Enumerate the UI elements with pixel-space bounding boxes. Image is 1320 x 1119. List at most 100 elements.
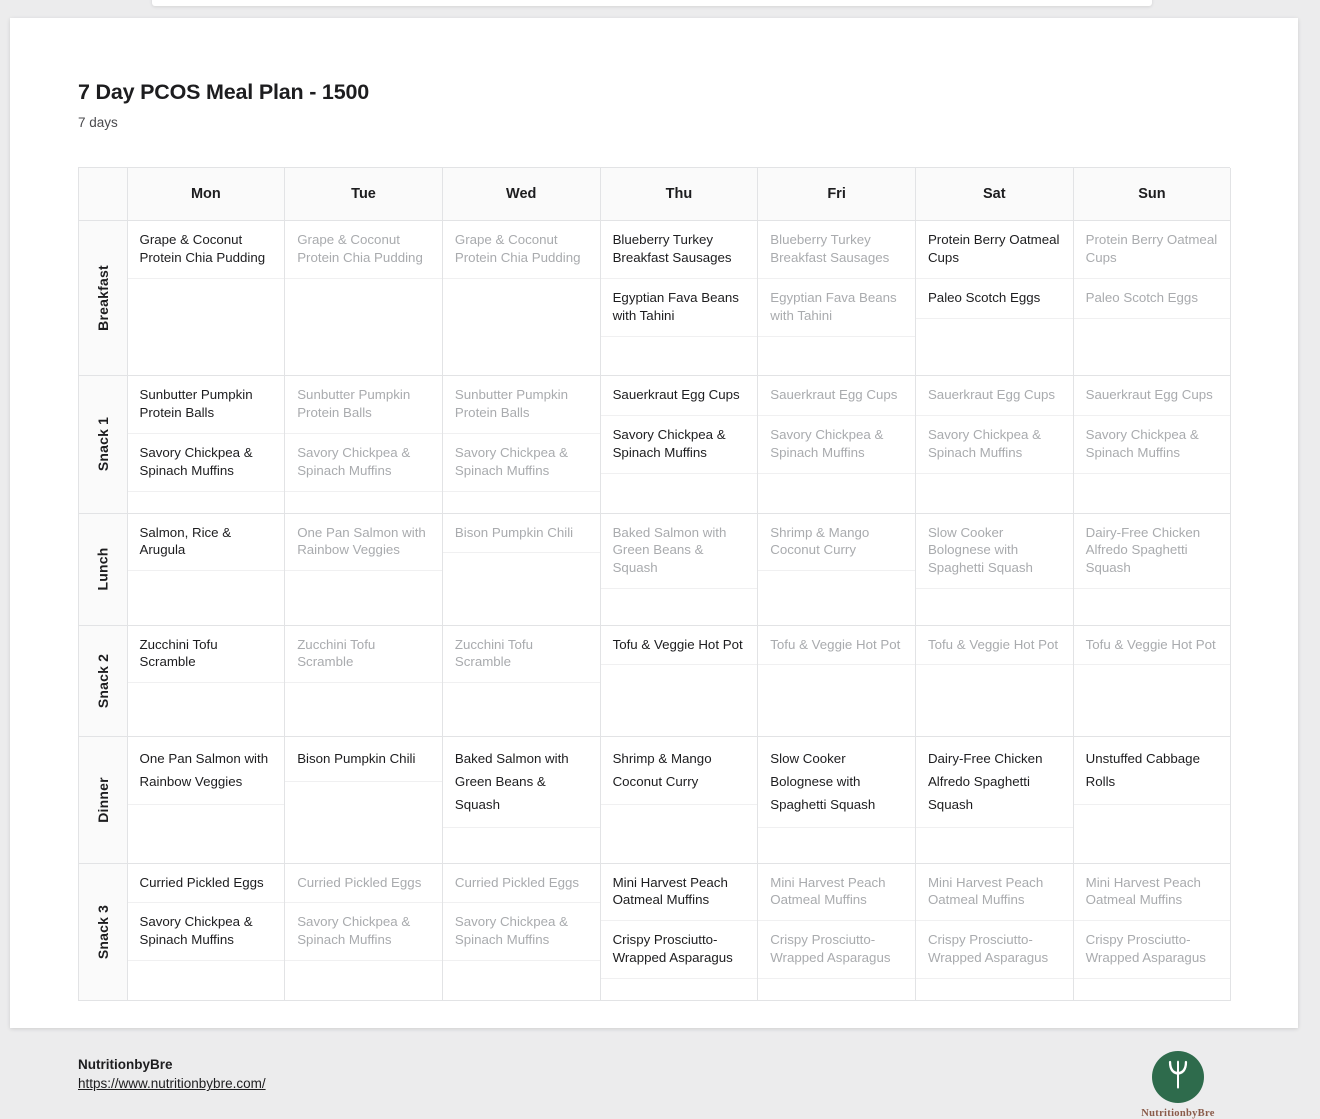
dish-leftover[interactable]: Egyptian Fava Beans with Tahini	[758, 279, 915, 337]
dish-leftover[interactable]: Protein Berry Oatmeal Cups	[1073, 221, 1231, 279]
dish-leftover[interactable]: Shrimp & Mango Coconut Curry	[758, 514, 915, 572]
dish-leftover[interactable]: Crispy Prosciutto-Wrapped Asparagus	[1073, 921, 1231, 979]
dish-leftover[interactable]: Crispy Prosciutto-Wrapped Asparagus	[758, 921, 915, 979]
meal-cell[interactable]: Baked Salmon with Green Beans & Squash	[600, 513, 759, 626]
meal-cell[interactable]: Dairy-Free Chicken Alfredo Spaghetti Squ…	[1073, 513, 1232, 626]
dish-fresh[interactable]: Egyptian Fava Beans with Tahini	[600, 279, 758, 337]
meal-cell[interactable]: Shrimp & Mango Coconut Curry	[757, 513, 916, 626]
meal-cell[interactable]: Mini Harvest Peach Oatmeal Muffins Crispy…	[915, 863, 1074, 1001]
meal-cell[interactable]: Mini Harvest Peach Oatmeal Muffins Crispy…	[1073, 863, 1232, 1001]
dish-leftover[interactable]: Mini Harvest Peach Oatmeal Muffins	[915, 864, 1073, 922]
meal-cell[interactable]: Curried Pickled Eggs Savory Chickpea & Sp…	[127, 863, 286, 1001]
dish-fresh[interactable]: Sunbutter Pumpkin Protein Balls	[127, 376, 285, 434]
dish-fresh[interactable]: Blueberry Turkey Breakfast Sausages	[600, 221, 758, 279]
meal-cell[interactable]: Blueberry Turkey Breakfast Sausages Egypt…	[757, 220, 916, 377]
dish-fresh[interactable]: Salmon, Rice & Arugula	[127, 514, 285, 572]
meal-cell[interactable]: Zucchini Tofu Scramble	[127, 625, 286, 737]
meal-cell[interactable]: Sauerkraut Egg Cups Savory Chickpea & Spi…	[915, 375, 1074, 514]
dish-fresh[interactable]: Bison Pumpkin Chili	[285, 737, 442, 782]
meal-cell[interactable]: Grape & Coconut Protein Chia Pudding	[127, 220, 286, 377]
meal-cell[interactable]: Curried Pickled Eggs Savory Chickpea & Sp…	[284, 863, 443, 1001]
dish-leftover[interactable]: Grape & Coconut Protein Chia Pudding	[442, 221, 600, 279]
dish-fresh[interactable]: Baked Salmon with Green Beans & Squash	[442, 737, 600, 829]
meal-cell[interactable]: Shrimp & Mango Coconut Curry	[600, 736, 759, 864]
meal-cell[interactable]: Mini Harvest Peach Oatmeal Muffins Crispy…	[757, 863, 916, 1001]
dish-leftover[interactable]: Savory Chickpea & Spinach Muffins	[915, 416, 1073, 474]
meal-cell[interactable]: Zucchini Tofu Scramble	[442, 625, 601, 737]
dish-fresh[interactable]: Savory Chickpea & Spinach Muffins	[600, 416, 758, 474]
meal-cell[interactable]: Grape & Coconut Protein Chia Pudding	[442, 220, 601, 377]
dish-leftover[interactable]: Baked Salmon with Green Beans & Squash	[600, 514, 758, 589]
dish-fresh[interactable]: Zucchini Tofu Scramble	[127, 626, 285, 684]
meal-cell[interactable]: Tofu & Veggie Hot Pot	[1073, 625, 1232, 737]
dish-leftover[interactable]: Mini Harvest Peach Oatmeal Muffins	[1073, 864, 1231, 922]
dish-leftover[interactable]: Tofu & Veggie Hot Pot	[1073, 626, 1231, 666]
dish-leftover[interactable]: Zucchini Tofu Scramble	[285, 626, 442, 684]
dish-leftover[interactable]: Savory Chickpea & Spinach Muffins	[285, 903, 442, 961]
meal-cell[interactable]: Unstuffed Cabbage Rolls	[1073, 736, 1232, 864]
dish-leftover[interactable]: Paleo Scotch Eggs	[1073, 279, 1231, 319]
meal-cell[interactable]: Sunbutter Pumpkin Protein Balls Savory Ch…	[127, 375, 286, 514]
meal-cell[interactable]: Bison Pumpkin Chili	[284, 736, 443, 864]
dish-fresh[interactable]: Crispy Prosciutto-Wrapped Asparagus	[600, 921, 758, 979]
meal-cell[interactable]: Sauerkraut Egg Cups Savory Chickpea & Spi…	[757, 375, 916, 514]
meal-cell[interactable]: One Pan Salmon with Rainbow Veggies	[284, 513, 443, 626]
meal-cell[interactable]: Sauerkraut Egg Cups Savory Chickpea & Spi…	[600, 375, 759, 514]
dish-fresh[interactable]: Curried Pickled Eggs	[127, 864, 285, 904]
meal-cell[interactable]: Tofu & Veggie Hot Pot	[600, 625, 759, 737]
dish-leftover[interactable]: Curried Pickled Eggs	[442, 864, 600, 904]
dish-fresh[interactable]: Dairy-Free Chicken Alfredo Spaghetti Squ…	[915, 737, 1073, 829]
dish-leftover[interactable]: Curried Pickled Eggs	[285, 864, 442, 904]
meal-cell[interactable]: Protein Berry Oatmeal Cups Paleo Scotch E…	[915, 220, 1074, 377]
dish-leftover[interactable]: One Pan Salmon with Rainbow Veggies	[285, 514, 442, 572]
dish-leftover[interactable]: Bison Pumpkin Chili	[442, 514, 600, 554]
meal-cell[interactable]: Mini Harvest Peach Oatmeal Muffins Crispy…	[600, 863, 759, 1001]
dish-leftover[interactable]: Blueberry Turkey Breakfast Sausages	[758, 221, 915, 279]
dish-fresh[interactable]: Paleo Scotch Eggs	[915, 279, 1073, 319]
meal-cell[interactable]: Sauerkraut Egg Cups Savory Chickpea & Spi…	[1073, 375, 1232, 514]
dish-fresh[interactable]: Savory Chickpea & Spinach Muffins	[127, 903, 285, 961]
dish-leftover[interactable]: Sauerkraut Egg Cups	[915, 376, 1073, 417]
dish-leftover[interactable]: Tofu & Veggie Hot Pot	[758, 626, 915, 666]
dish-leftover[interactable]: Savory Chickpea & Spinach Muffins	[442, 434, 600, 492]
dish-fresh[interactable]: Sauerkraut Egg Cups	[600, 376, 758, 417]
meal-cell[interactable]: Grape & Coconut Protein Chia Pudding	[284, 220, 443, 377]
dish-fresh[interactable]: Protein Berry Oatmeal Cups	[915, 221, 1073, 279]
meal-cell[interactable]: Blueberry Turkey Breakfast Sausages Egypt…	[600, 220, 759, 377]
meal-cell[interactable]: Slow Cooker Bolognese with Spaghetti Squ…	[915, 513, 1074, 626]
dish-leftover[interactable]: Savory Chickpea & Spinach Muffins	[442, 903, 600, 961]
meal-cell[interactable]: Baked Salmon with Green Beans & Squash	[442, 736, 601, 864]
meal-cell[interactable]: Bison Pumpkin Chili	[442, 513, 601, 626]
meal-cell[interactable]: Dairy-Free Chicken Alfredo Spaghetti Squ…	[915, 736, 1074, 864]
meal-cell[interactable]: Curried Pickled Eggs Savory Chickpea & Sp…	[442, 863, 601, 1001]
meal-cell[interactable]: One Pan Salmon with Rainbow Veggies	[127, 736, 286, 864]
dish-fresh[interactable]: Mini Harvest Peach Oatmeal Muffins	[600, 864, 758, 922]
dish-leftover[interactable]: Slow Cooker Bolognese with Spaghetti Squ…	[915, 514, 1073, 589]
dish-leftover[interactable]: Sunbutter Pumpkin Protein Balls	[285, 376, 442, 434]
dish-fresh[interactable]: Shrimp & Mango Coconut Curry	[600, 737, 758, 806]
brand-website-link[interactable]: https://www.nutritionbybre.com/	[78, 1076, 266, 1092]
meal-cell[interactable]: Protein Berry Oatmeal Cups Paleo Scotch E…	[1073, 220, 1232, 377]
dish-fresh[interactable]: One Pan Salmon with Rainbow Veggies	[127, 737, 285, 806]
meal-cell[interactable]: Slow Cooker Bolognese with Spaghetti Squ…	[757, 736, 916, 864]
meal-cell[interactable]: Tofu & Veggie Hot Pot	[757, 625, 916, 737]
dish-leftover[interactable]: Mini Harvest Peach Oatmeal Muffins	[758, 864, 915, 922]
dish-fresh[interactable]: Slow Cooker Bolognese with Spaghetti Squ…	[758, 737, 915, 829]
dish-leftover[interactable]: Tofu & Veggie Hot Pot	[915, 626, 1073, 666]
dish-fresh[interactable]: Grape & Coconut Protein Chia Pudding	[127, 221, 285, 279]
dish-leftover[interactable]: Savory Chickpea & Spinach Muffins	[1073, 416, 1231, 474]
dish-leftover[interactable]: Dairy-Free Chicken Alfredo Spaghetti Squ…	[1073, 514, 1231, 589]
dish-leftover[interactable]: Savory Chickpea & Spinach Muffins	[285, 434, 442, 492]
dish-leftover[interactable]: Sauerkraut Egg Cups	[758, 376, 915, 417]
meal-cell[interactable]: Sunbutter Pumpkin Protein Balls Savory Ch…	[442, 375, 601, 514]
meal-cell[interactable]: Tofu & Veggie Hot Pot	[915, 625, 1074, 737]
dish-leftover[interactable]: Grape & Coconut Protein Chia Pudding	[285, 221, 442, 279]
meal-cell[interactable]: Sunbutter Pumpkin Protein Balls Savory Ch…	[284, 375, 443, 514]
dish-leftover[interactable]: Crispy Prosciutto-Wrapped Asparagus	[915, 921, 1073, 979]
dish-leftover[interactable]: Savory Chickpea & Spinach Muffins	[758, 416, 915, 474]
meal-cell[interactable]: Salmon, Rice & Arugula	[127, 513, 286, 626]
dish-fresh[interactable]: Tofu & Veggie Hot Pot	[600, 626, 758, 666]
dish-fresh[interactable]: Savory Chickpea & Spinach Muffins	[127, 434, 285, 492]
dish-leftover[interactable]: Sauerkraut Egg Cups	[1073, 376, 1231, 417]
dish-fresh[interactable]: Unstuffed Cabbage Rolls	[1073, 737, 1231, 806]
